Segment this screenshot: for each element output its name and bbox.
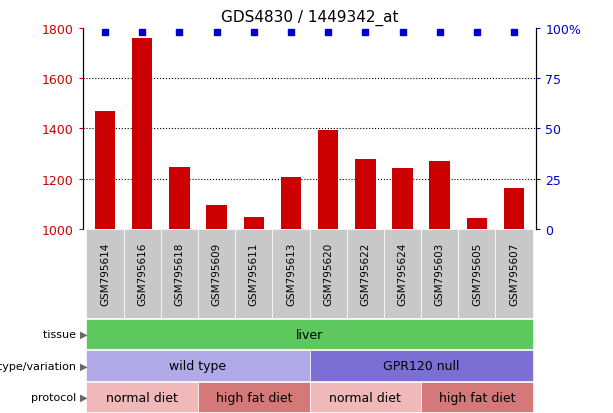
Text: GSM795618: GSM795618 [175,242,185,305]
Bar [466,219,487,229]
Bar [243,217,264,229]
Text: GSM795613: GSM795613 [286,242,296,305]
Bar [169,167,189,229]
Text: GSM795609: GSM795609 [211,242,222,305]
Text: genotype/variation: genotype/variation [0,361,80,371]
Text: GSM795614: GSM795614 [100,242,110,305]
Text: tissue: tissue [43,329,80,339]
Bar [281,178,301,229]
Text: GSM795624: GSM795624 [397,242,408,305]
Text: normal diet: normal diet [329,391,402,404]
Text: protocol: protocol [31,392,80,402]
Text: normal diet: normal diet [106,391,178,404]
Text: GSM795622: GSM795622 [360,242,370,305]
Text: high fat diet: high fat diet [439,391,515,404]
Bar [95,112,115,229]
Text: GSM795616: GSM795616 [137,242,147,305]
Text: GSM795607: GSM795607 [509,242,519,305]
Bar [207,206,227,229]
Bar [318,131,338,229]
Text: GSM795603: GSM795603 [435,242,444,305]
Text: high fat diet: high fat diet [216,391,292,404]
Bar [504,188,524,229]
Text: liver: liver [296,328,323,341]
Text: GSM795611: GSM795611 [249,242,259,305]
Bar [132,39,153,229]
Title: GDS4830 / 1449342_at: GDS4830 / 1449342_at [221,10,398,26]
Text: wild type: wild type [169,359,227,372]
Bar [430,161,450,229]
Bar [392,169,413,229]
Text: GSM795620: GSM795620 [323,242,333,305]
Text: ▶: ▶ [80,392,88,402]
Text: GPR120 null: GPR120 null [383,359,459,372]
Bar [355,159,376,229]
Text: ▶: ▶ [80,361,88,371]
Text: ▶: ▶ [80,329,88,339]
Text: GSM795605: GSM795605 [472,242,482,305]
